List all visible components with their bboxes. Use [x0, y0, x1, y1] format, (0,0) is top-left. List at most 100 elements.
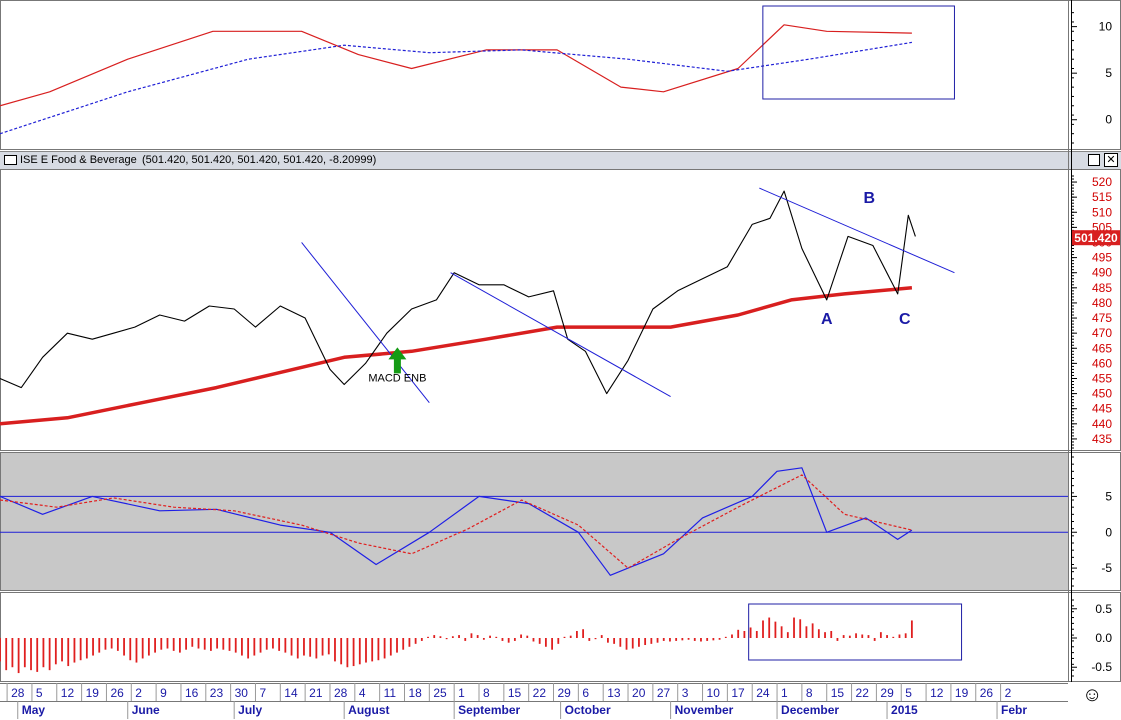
date-month-label-5: October: [565, 703, 611, 717]
date-day-label-20: 15: [508, 686, 522, 700]
histogram-bar: [303, 638, 305, 656]
date-day-label-23: 6: [582, 686, 589, 700]
macd-panel-bg: [0, 452, 1068, 591]
price-axis-tick-label-11: 465: [1092, 341, 1112, 355]
date-day-label-32: 8: [806, 686, 813, 700]
histogram-bar: [408, 638, 411, 647]
date-day-label-15: 11: [384, 686, 397, 700]
date-day-label-4: 26: [110, 686, 124, 700]
histogram-bar: [557, 638, 560, 644]
date-day-label-13: 28: [334, 686, 348, 700]
histogram-bar: [619, 638, 622, 647]
date-day-label-14: 4: [359, 686, 366, 700]
histogram-bar: [464, 638, 467, 641]
date-day-label-34: 22: [856, 686, 870, 700]
histogram-bar: [644, 638, 647, 646]
date-month-label-6: November: [675, 703, 734, 717]
date-day-label-11: 14: [284, 686, 298, 700]
histogram-bar: [855, 633, 857, 638]
histogram-bar: [793, 617, 795, 638]
histogram-bar: [30, 638, 32, 671]
histogram-bar: [0, 638, 1, 662]
price-axis-tick-label-5: 495: [1092, 251, 1112, 265]
macd-axis-tick-label-1: 0: [1105, 525, 1112, 539]
histogram-bar: [693, 638, 696, 641]
restore-icon[interactable]: [1088, 154, 1100, 166]
price-axis-tick-label-14: 450: [1092, 387, 1112, 401]
histogram-bar: [458, 635, 460, 638]
histogram-bar: [191, 638, 194, 647]
macd-axis-tick-label-2: -5: [1101, 561, 1112, 575]
histogram-bar: [898, 634, 901, 638]
histogram-bar: [576, 630, 578, 638]
histogram-bar: [321, 638, 324, 656]
date-day-label-38: 19: [955, 686, 969, 700]
histogram-bar: [904, 633, 907, 638]
date-day-label-3: 19: [86, 686, 100, 700]
date-day-label-9: 30: [235, 686, 249, 700]
histogram-bar: [507, 638, 510, 643]
date-day-label-30: 24: [756, 686, 770, 700]
histogram-bar: [278, 638, 281, 651]
histogram-bar: [768, 617, 771, 638]
histogram-bar: [513, 638, 516, 641]
histogram-bar: [154, 638, 156, 653]
histogram-bar: [613, 638, 616, 644]
top-axis-tick-label-2: 0: [1105, 113, 1112, 127]
histogram-bar: [73, 638, 76, 663]
histogram-bar: [669, 638, 671, 642]
histogram-bar: [638, 638, 640, 647]
histogram-bar: [817, 629, 820, 638]
histogram-bar: [315, 638, 318, 659]
histogram-bar: [526, 635, 529, 638]
histogram-bar: [582, 629, 585, 638]
histogram-bar: [755, 630, 758, 638]
date-day-label-0: 28: [11, 686, 25, 700]
histogram-bar: [749, 627, 752, 638]
histogram-bar: [594, 638, 597, 640]
histogram-bar: [247, 638, 250, 659]
histogram-bar: [178, 638, 181, 653]
histogram-bar: [848, 635, 851, 638]
histogram-bar: [129, 638, 132, 661]
histogram-bar: [836, 638, 839, 641]
histogram-bar: [495, 636, 498, 638]
histogram-bar: [135, 638, 138, 663]
macd-enb-label: MACD ENB: [368, 373, 426, 385]
histogram-bar: [501, 638, 504, 641]
histogram-bar: [712, 638, 715, 641]
histogram-bar: [110, 638, 113, 649]
date-day-label-7: 16: [185, 686, 199, 700]
histogram-bar: [786, 632, 789, 638]
histogram-bar: [396, 638, 398, 653]
histogram-bar: [197, 638, 200, 649]
close-icon[interactable]: ✕: [1104, 153, 1118, 167]
histogram-bar: [371, 638, 374, 662]
histogram-bar: [92, 638, 94, 656]
date-day-label-10: 7: [259, 686, 266, 700]
date-day-label-26: 27: [657, 686, 671, 700]
price-axis-tick-label-16: 440: [1092, 417, 1112, 431]
top-axis-tick-label-0: 10: [1099, 20, 1113, 34]
wave-label-c: C: [899, 311, 911, 328]
histogram-bar: [551, 638, 553, 650]
histogram-bar: [352, 638, 355, 667]
date-day-label-8: 23: [210, 686, 224, 700]
price-axis-tick-label-2: 510: [1092, 205, 1112, 219]
histogram-bar: [886, 635, 888, 638]
histogram-bar: [265, 638, 268, 650]
price-axis-tick-label-17: 435: [1092, 432, 1112, 446]
histogram-bar: [61, 638, 63, 662]
histogram-bar: [600, 635, 603, 638]
histogram-bar: [724, 636, 727, 638]
histogram-bar: [842, 635, 845, 638]
histogram-bar: [253, 638, 256, 656]
histogram-bar: [675, 638, 678, 641]
top-series-line-0: [0, 24, 912, 107]
histogram-bar: [290, 638, 293, 656]
macd-axis-tick-label-0: 5: [1105, 489, 1112, 503]
buy-arrow-icon: [388, 347, 407, 374]
smiley-icon[interactable]: ☺: [1082, 684, 1103, 706]
histogram-bar: [563, 636, 566, 638]
